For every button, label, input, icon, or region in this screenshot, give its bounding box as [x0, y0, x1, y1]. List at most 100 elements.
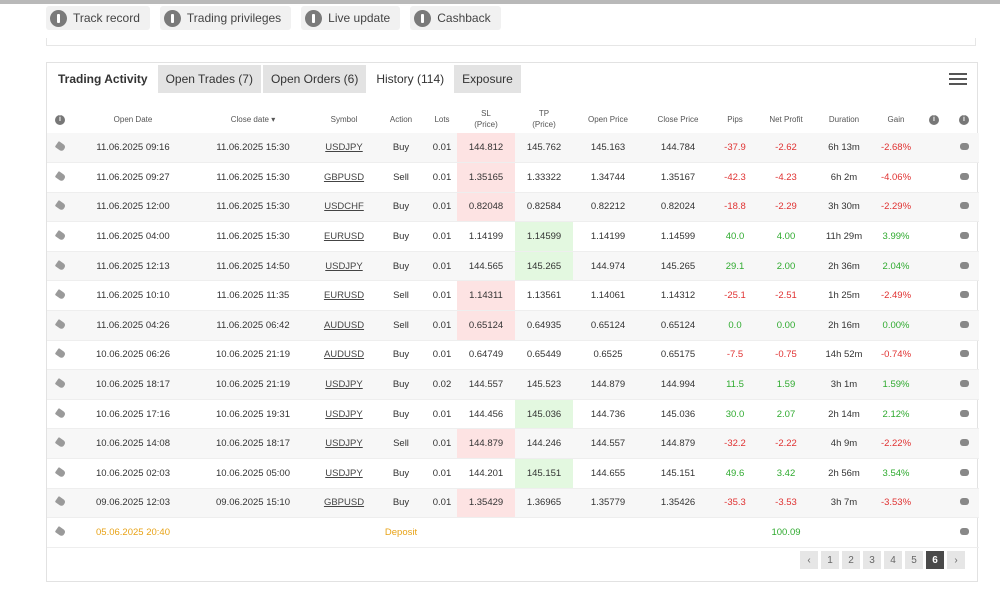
header-action[interactable]: Action — [389, 114, 413, 124]
duration: 11h 29m — [815, 221, 873, 252]
tp-price: 144.246 — [515, 428, 573, 460]
comment-icon[interactable] — [959, 439, 969, 447]
action: Buy — [375, 133, 427, 164]
tag-icon[interactable] — [54, 407, 66, 419]
comment-icon[interactable] — [959, 468, 969, 476]
header-gain-info-icon[interactable]: i — [919, 105, 949, 133]
tag-icon[interactable] — [54, 378, 66, 389]
symbol-link[interactable]: USDJPY — [325, 379, 363, 391]
duration: 14h 52m — [815, 340, 873, 371]
tag-icon[interactable] — [54, 141, 66, 152]
page-button[interactable]: 2 — [842, 551, 860, 569]
track-record-button[interactable]: Track record — [46, 6, 150, 30]
tab-open-orders[interactable]: Open Orders (6) — [262, 65, 367, 93]
live-update-label: Live update — [328, 11, 391, 25]
symbol-link[interactable]: USDJPY — [325, 438, 363, 450]
comment-icon[interactable] — [959, 380, 969, 388]
tab-open-trades[interactable]: Open Trades (7) — [157, 65, 261, 93]
header-tp[interactable]: TP (Price) — [515, 105, 573, 133]
tag-icon[interactable] — [54, 170, 66, 182]
header-open-date[interactable]: Open Date — [113, 114, 153, 124]
symbol-link[interactable]: EURUSD — [323, 231, 365, 243]
comment-icon[interactable] — [959, 232, 969, 240]
symbol-link[interactable]: USDCHF — [324, 201, 364, 213]
header-close-date[interactable]: Close date ▾ — [230, 114, 276, 124]
prev-page-button[interactable]: ‹ — [800, 551, 818, 569]
tab-trading-activity[interactable]: Trading Activity — [50, 65, 156, 93]
page-button[interactable]: 1 — [821, 551, 839, 569]
tab-exposure[interactable]: Exposure — [454, 65, 521, 93]
next-page-button[interactable]: › — [947, 551, 965, 569]
open-price: 144.557 — [573, 428, 643, 460]
header-symbol[interactable]: Symbol — [330, 114, 358, 124]
symbol-link[interactable]: AUDUSD — [323, 319, 365, 331]
symbol-link[interactable]: GBPUSD — [323, 497, 365, 509]
header-duration[interactable]: Duration — [828, 114, 860, 124]
symbol-link[interactable]: USDJPY — [325, 142, 363, 154]
page-button[interactable]: 4 — [884, 551, 902, 569]
live-update-button[interactable]: Live update — [301, 6, 401, 30]
tag-icon-cell — [47, 251, 73, 282]
symbol-link[interactable]: GBPUSD — [323, 171, 365, 183]
comment-icon[interactable] — [959, 172, 969, 180]
duration: 2h 14m — [815, 399, 873, 430]
empty-cell — [313, 517, 375, 548]
open-date: 11.06.2025 09:16 — [73, 133, 193, 164]
comment-icon-cell — [949, 162, 979, 193]
tag-icon[interactable] — [54, 200, 66, 212]
comment-icon[interactable] — [959, 498, 969, 506]
tag-icon-cell — [47, 340, 73, 371]
tp-price: 0.64935 — [515, 310, 573, 341]
tag-icon[interactable] — [54, 318, 66, 330]
cashback-button[interactable]: Cashback — [410, 6, 501, 30]
close-price: 144.879 — [643, 428, 713, 460]
comment-icon[interactable] — [959, 320, 969, 328]
header-close-price[interactable]: Close Price — [657, 114, 699, 124]
symbol-link[interactable]: USDJPY — [325, 408, 363, 420]
comment-icon[interactable] — [959, 143, 969, 151]
tag-icon[interactable] — [54, 348, 66, 360]
header-sl[interactable]: SL (Price) — [457, 105, 515, 133]
empty-cell — [919, 133, 949, 164]
comment-icon[interactable] — [959, 202, 969, 210]
info-icon — [414, 9, 432, 27]
tag-icon[interactable] — [54, 466, 66, 478]
tab-history[interactable]: History (114) — [368, 65, 453, 93]
header-net-profit[interactable]: Net Profit — [769, 114, 803, 124]
tag-icon[interactable] — [54, 526, 66, 537]
tag-icon-cell — [47, 162, 73, 193]
gain: 3.99% — [873, 221, 919, 252]
tag-icon[interactable] — [54, 289, 66, 301]
comment-icon[interactable] — [959, 261, 969, 269]
deposit-date: 05.06.2025 20:40 — [73, 517, 193, 548]
comment-icon[interactable] — [959, 350, 969, 358]
comment-icon[interactable] — [959, 291, 969, 299]
empty-cell — [457, 517, 515, 548]
page-button[interactable]: 5 — [905, 551, 923, 569]
comment-icon[interactable] — [959, 528, 969, 536]
symbol-link[interactable]: USDJPY — [325, 467, 363, 479]
trading-privileges-label: Trading privileges — [186, 11, 282, 25]
action: Buy — [375, 458, 427, 489]
header-lots[interactable]: Lots — [434, 114, 450, 124]
page-button[interactable]: 3 — [863, 551, 881, 569]
header-gain[interactable]: Gain — [887, 114, 905, 124]
header-open-price[interactable]: Open Price — [587, 114, 629, 124]
settings-sliders-icon[interactable] — [949, 70, 967, 88]
tag-icon[interactable] — [54, 496, 66, 508]
symbol-link[interactable]: EURUSD — [323, 290, 365, 302]
trading-privileges-button[interactable]: Trading privileges — [159, 6, 292, 30]
current-page-button[interactable]: 6 — [926, 551, 944, 569]
pips: -32.2 — [713, 428, 757, 460]
open-date: 10.06.2025 02:03 — [73, 458, 193, 489]
symbol-cell: USDJPY — [313, 251, 375, 282]
symbol-link[interactable]: USDJPY — [325, 260, 363, 272]
tag-icon[interactable] — [54, 437, 66, 449]
comment-icon[interactable] — [959, 409, 969, 417]
header-pips[interactable]: Pips — [727, 114, 743, 124]
tag-icon[interactable] — [54, 259, 66, 271]
tag-icon[interactable] — [54, 230, 66, 242]
header-comment-info-icon[interactable]: i — [949, 105, 979, 133]
comment-icon-cell — [949, 133, 979, 164]
symbol-link[interactable]: AUDUSD — [323, 349, 365, 361]
